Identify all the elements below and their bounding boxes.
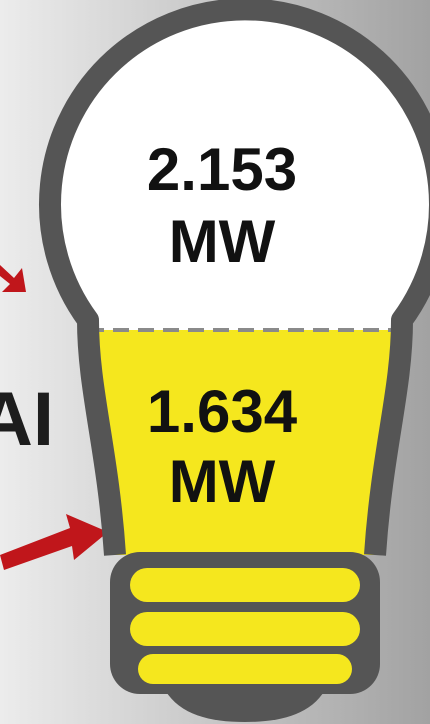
side-label: AI	[0, 377, 54, 462]
base-tip	[165, 690, 325, 722]
bottom-unit: MW	[169, 448, 276, 515]
bottom-value: 1.634	[147, 378, 298, 445]
base-ridge	[130, 612, 360, 646]
arrow	[0, 514, 108, 570]
base-ridge	[130, 568, 360, 602]
bulb-outline	[39, 0, 430, 556]
top-value: 2.153	[147, 136, 297, 203]
base-ridge	[138, 654, 352, 684]
top-unit: MW	[169, 208, 276, 275]
arrow	[0, 265, 26, 292]
